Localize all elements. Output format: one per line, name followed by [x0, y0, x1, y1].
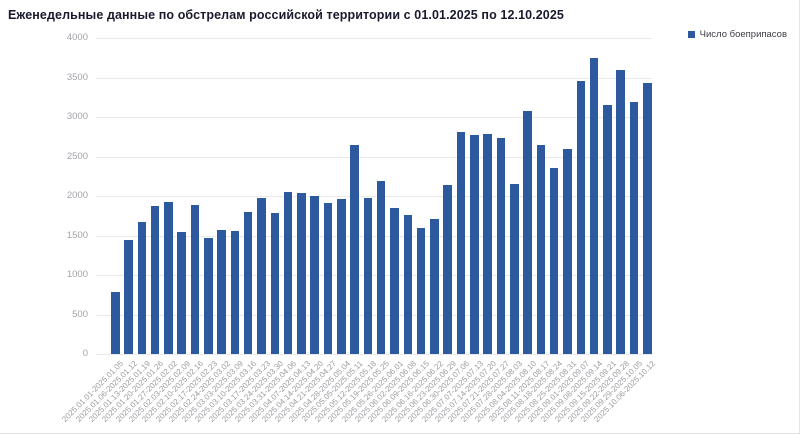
bar[interactable] [616, 69, 625, 354]
gridline-2000 [96, 196, 652, 197]
gridline-1500 [96, 235, 652, 237]
gridline-500 [96, 314, 652, 316]
bar[interactable] [403, 215, 413, 354]
y-axis-tick-label: 0 [82, 348, 88, 359]
y-axis-tick-label: 3000 [66, 111, 88, 122]
bar[interactable] [563, 148, 572, 354]
gridline-0 [96, 354, 652, 355]
bar[interactable] [376, 181, 386, 354]
legend-marker-icon [687, 31, 695, 38]
y-axis-tick-label: 4000 [66, 32, 88, 43]
y-axis-tick-label: 1500 [66, 229, 88, 241]
bar[interactable] [323, 203, 333, 354]
bar[interactable] [337, 199, 346, 354]
bar[interactable] [257, 198, 266, 354]
bar[interactable] [576, 81, 585, 354]
bar[interactable] [483, 133, 492, 354]
bar[interactable] [350, 145, 359, 354]
bar[interactable] [390, 207, 399, 354]
bar[interactable] [297, 192, 306, 354]
bar[interactable] [496, 138, 506, 354]
bar[interactable] [443, 184, 452, 354]
y-axis-tick-label: 2500 [66, 150, 88, 162]
bar[interactable] [243, 211, 253, 354]
bar[interactable] [603, 105, 612, 354]
legend-item[interactable]: Число боеприпасов [687, 29, 787, 40]
bar[interactable] [523, 110, 532, 354]
bar[interactable] [190, 204, 200, 354]
gridline-3000 [96, 117, 652, 118]
bar[interactable] [217, 230, 226, 354]
bar[interactable] [363, 197, 373, 354]
bar[interactable] [589, 57, 599, 355]
bar[interactable] [150, 205, 160, 354]
y-axis-tick-label: 1000 [66, 269, 88, 280]
bar[interactable] [124, 240, 133, 354]
bar[interactable] [536, 144, 546, 354]
bar[interactable] [283, 192, 293, 354]
gridline-2500 [96, 156, 652, 158]
gridline-1000 [96, 275, 652, 276]
bar[interactable] [643, 83, 652, 354]
chart-title: Еженедельные данные по обстрелам российс… [8, 8, 564, 22]
bar[interactable] [629, 102, 639, 354]
gridline-3500 [96, 77, 652, 79]
bar[interactable] [430, 218, 439, 354]
gridline-4000 [96, 38, 652, 39]
legend-label: Число боеприпасов [699, 29, 787, 40]
bar[interactable] [111, 292, 120, 354]
bar[interactable] [416, 227, 426, 354]
bar[interactable] [549, 168, 559, 354]
bar[interactable] [137, 222, 147, 354]
y-axis-tick-label: 500 [72, 308, 88, 320]
bar[interactable] [164, 202, 173, 354]
bar[interactable] [230, 230, 240, 354]
bar[interactable] [470, 135, 479, 354]
bar[interactable] [204, 237, 213, 354]
y-axis-tick-label: 2000 [66, 190, 88, 201]
y-axis-tick-label: 3500 [66, 71, 88, 83]
bar[interactable] [456, 132, 466, 354]
bar[interactable] [510, 184, 519, 354]
bar[interactable] [310, 196, 319, 354]
bar[interactable] [177, 231, 186, 355]
bar[interactable] [270, 213, 280, 354]
